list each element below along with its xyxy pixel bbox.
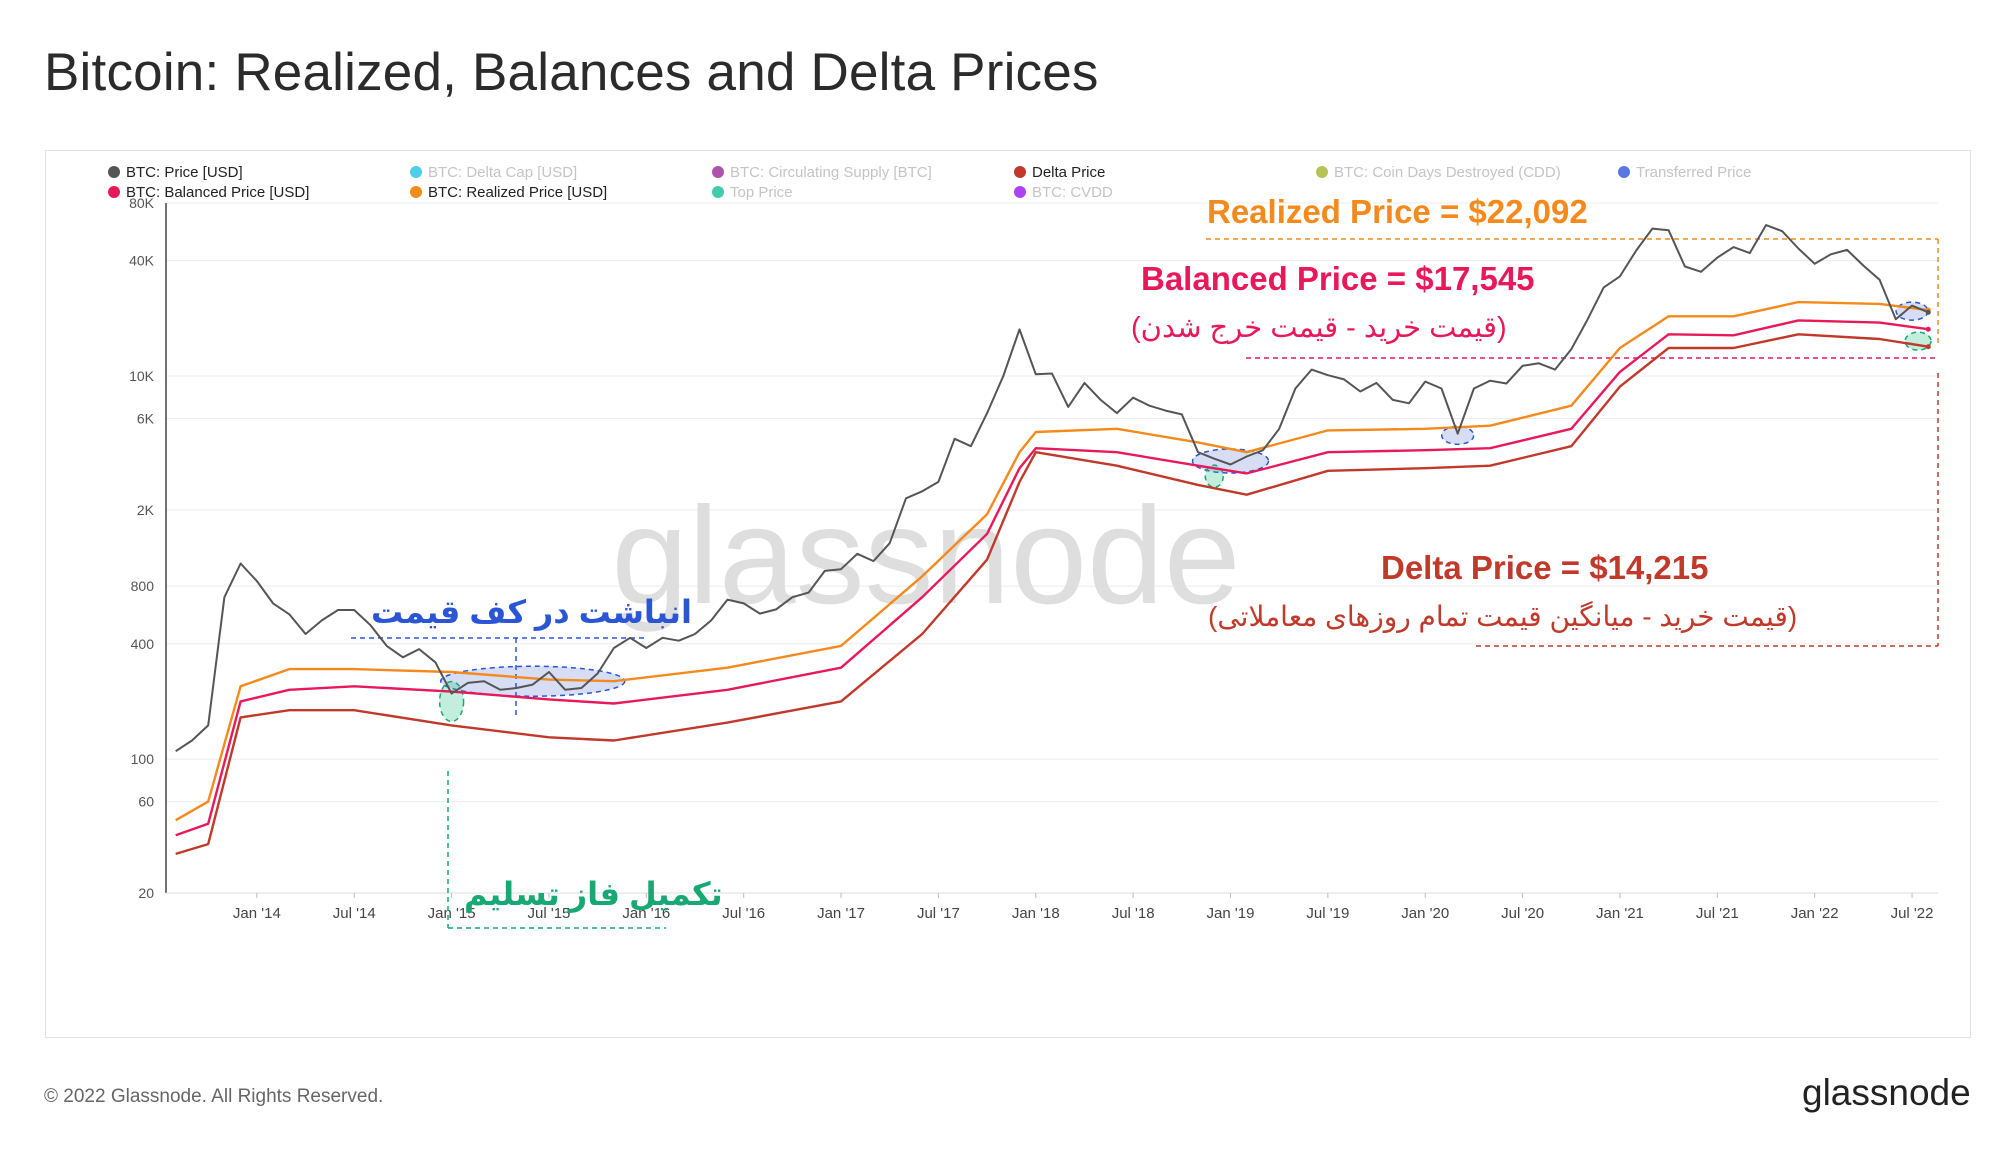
x-tick-label: Jan '16 <box>622 905 670 922</box>
legend-item: BTC: Price [USD] <box>108 164 243 181</box>
capitulation-label: تکمیل فاز تسلیم <box>464 876 723 913</box>
x-tick-label: Jul '19 <box>1306 905 1349 922</box>
series-layer <box>175 224 1931 856</box>
legend-swatch <box>712 186 724 198</box>
x-tick-label: Jan '17 <box>817 905 865 922</box>
legend-label: BTC: CVDD <box>1032 184 1113 201</box>
realized-price-annotation: Realized Price = $22,092 <box>1207 193 1588 230</box>
legend-item: BTC: Circulating Supply [BTC] <box>712 164 932 181</box>
legend-item: BTC: Realized Price [USD] <box>410 184 607 201</box>
x-tick-label: Jul '20 <box>1501 905 1544 922</box>
x-tick-label: Jan '14 <box>233 905 281 922</box>
delta-price-note: (قیمت خرید - میانگین قیمت تمام روزهای مع… <box>1208 600 1797 633</box>
legend-swatch <box>410 186 422 198</box>
page-title: Bitcoin: Realized, Balances and Delta Pr… <box>44 43 1099 102</box>
y-tick-label: 10K <box>129 368 155 384</box>
legend: BTC: Price [USD] BTC: Delta Cap [USD] BTC:… <box>108 164 1751 201</box>
delta-price-annotation: Delta Price = $14,215 <box>1381 549 1709 586</box>
x-tick-label: Jul '22 <box>1891 905 1934 922</box>
x-tick-label: Jan '21 <box>1596 905 1644 922</box>
y-tick-label: 100 <box>131 751 155 767</box>
legend-item: BTC: Coin Days Destroyed (CDD) <box>1316 164 1561 181</box>
y-tick-label: 800 <box>131 578 155 594</box>
legend-item: Top Price <box>712 184 793 201</box>
x-tick-label: Jul '14 <box>333 905 376 922</box>
balanced-price-line <box>175 319 1929 837</box>
legend-swatch <box>108 186 120 198</box>
legend-label: Transferred Price <box>1636 164 1751 181</box>
legend-label: BTC: Balanced Price [USD] <box>126 184 309 201</box>
legend-swatch <box>410 166 422 178</box>
x-tick-label: Jan '22 <box>1791 905 1839 922</box>
legend-label: BTC: Circulating Supply [BTC] <box>730 164 932 181</box>
delta-price-line <box>175 333 1929 856</box>
legend-item: BTC: Balanced Price [USD] <box>108 184 309 201</box>
legend-label: BTC: Coin Days Destroyed (CDD) <box>1334 164 1561 181</box>
legend-swatch <box>1618 166 1630 178</box>
legend-item: BTC: CVDD <box>1014 184 1113 201</box>
chart: glassnode BTC: Price [USD] BTC: Delta Cap… <box>108 164 1989 929</box>
y-tick-label: 40K <box>129 253 155 269</box>
x-tick-label: Jan '18 <box>1012 905 1060 922</box>
y-tick-label: 2K <box>137 502 155 518</box>
x-tick-label: Jul '18 <box>1112 905 1155 922</box>
realized-price-line <box>175 300 1929 822</box>
x-tick-label: Jul '17 <box>917 905 960 922</box>
y-tick-label: 60 <box>138 794 154 810</box>
x-tick-label: Jan '15 <box>428 905 476 922</box>
legend-swatch <box>712 166 724 178</box>
legend-label: Delta Price <box>1032 164 1105 181</box>
legend-swatch <box>1014 186 1026 198</box>
legend-item: Transferred Price <box>1618 164 1751 181</box>
balanced-price-note: (قیمت خرید - قیمت خرج شدن) <box>1131 312 1507 345</box>
x-tick-label: Jan '19 <box>1207 905 1255 922</box>
x-tick-label: Jul '16 <box>722 905 765 922</box>
series-end-point <box>1925 344 1931 350</box>
copyright: © 2022 Glassnode. All Rights Reserved. <box>44 1086 384 1107</box>
watermark: glassnode <box>611 479 1240 633</box>
legend-item: BTC: Delta Cap [USD] <box>410 164 577 181</box>
legend-label: BTC: Price [USD] <box>126 164 243 181</box>
series-end-point <box>1925 326 1931 332</box>
legend-swatch <box>1316 166 1328 178</box>
legend-swatch <box>1014 166 1026 178</box>
legend-label: BTC: Realized Price [USD] <box>428 184 607 201</box>
legend-label: Top Price <box>730 184 793 201</box>
y-tick-label: 400 <box>131 636 155 652</box>
x-tick-label: Jul '15 <box>528 905 571 922</box>
accumulation-zone-2020 <box>1440 425 1475 446</box>
accumulation-label: انباشت در کف قیمت <box>371 594 692 631</box>
legend-swatch <box>108 166 120 178</box>
legend-item: Delta Price <box>1014 164 1105 181</box>
y-tick-label: 20 <box>138 885 154 901</box>
chart-panel: glassnode BTC: Price [USD] BTC: Delta Cap… <box>45 150 1989 1038</box>
y-tick-label: 6K <box>137 410 155 426</box>
x-tick-label: Jan '20 <box>1401 905 1449 922</box>
balanced-price-annotation: Balanced Price = $17,545 <box>1141 260 1535 297</box>
annotation-layer: Realized Price = $22,092 Balanced Price … <box>371 193 1989 913</box>
price-line <box>175 224 1929 753</box>
axes: 80K 40K 10K 6K 2K 800 400 100 60 20 Jan '14 Jul '14… <box>129 195 1938 922</box>
x-tick-label: Jul '21 <box>1696 905 1739 922</box>
legend-label: BTC: Delta Cap [USD] <box>428 164 577 181</box>
capitulation-marker-2018 <box>1204 464 1225 488</box>
series-end-point <box>1925 309 1931 315</box>
y-tick-label: 80K <box>129 195 155 211</box>
brand-logo: glassnode <box>1802 1072 1971 1113</box>
